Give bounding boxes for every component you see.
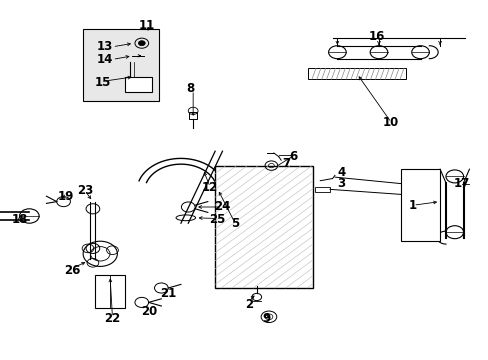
Bar xyxy=(215,166,312,288)
Text: 4: 4 xyxy=(337,166,345,179)
Text: 8: 8 xyxy=(186,82,194,95)
Text: 20: 20 xyxy=(141,305,157,318)
Bar xyxy=(400,169,439,241)
Text: 2: 2 xyxy=(245,298,253,311)
Text: 14: 14 xyxy=(97,53,113,66)
Bar xyxy=(95,275,124,308)
Text: 24: 24 xyxy=(214,201,230,213)
Text: 7: 7 xyxy=(282,157,289,170)
Text: 22: 22 xyxy=(104,312,121,325)
Circle shape xyxy=(138,41,145,46)
Text: 16: 16 xyxy=(367,30,384,42)
Bar xyxy=(189,112,197,119)
Text: 19: 19 xyxy=(58,190,74,203)
Text: 26: 26 xyxy=(64,264,81,276)
Text: 18: 18 xyxy=(11,213,28,226)
Text: 3: 3 xyxy=(337,177,345,190)
Bar xyxy=(307,68,405,79)
Text: 23: 23 xyxy=(77,184,94,197)
Text: 15: 15 xyxy=(94,76,111,89)
Text: 10: 10 xyxy=(382,116,399,129)
Text: 6: 6 xyxy=(289,150,297,163)
Text: 17: 17 xyxy=(453,177,469,190)
Bar xyxy=(315,187,329,192)
Text: 12: 12 xyxy=(202,181,218,194)
Text: 13: 13 xyxy=(97,40,113,53)
Text: 9: 9 xyxy=(262,312,270,325)
Text: 1: 1 xyxy=(408,199,416,212)
Text: 11: 11 xyxy=(138,19,155,32)
Bar xyxy=(124,77,151,92)
Text: 25: 25 xyxy=(209,213,225,226)
Bar xyxy=(83,29,159,101)
Text: 5: 5 xyxy=(230,217,238,230)
Text: 21: 21 xyxy=(160,287,177,300)
